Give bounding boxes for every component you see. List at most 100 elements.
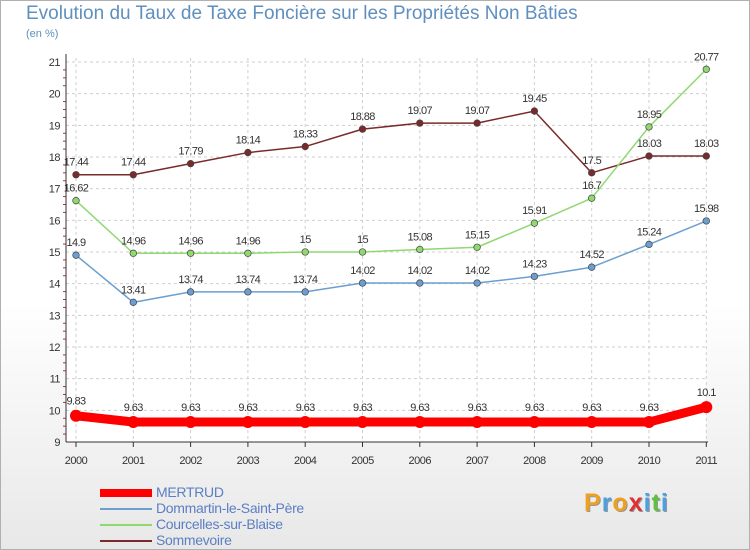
legend-swatch [100, 508, 152, 510]
x-tick-label: 2011 [695, 455, 717, 467]
data-point [241, 416, 254, 429]
data-point [645, 240, 653, 249]
data-label: 17.44 [64, 157, 89, 169]
data-point [473, 243, 481, 251]
data-label: 17.5 [582, 155, 601, 167]
data-point [356, 416, 369, 429]
data-point [588, 263, 596, 271]
legend-swatch [100, 524, 152, 526]
data-point [72, 197, 80, 205]
data-point [530, 107, 539, 115]
data-label: 19.07 [465, 105, 490, 117]
series-line-3 [75, 110, 708, 176]
data-point [643, 416, 655, 429]
data-label: 18.03 [637, 138, 662, 150]
data-label: 9.63 [124, 402, 143, 414]
data-point [473, 119, 481, 127]
y-tick-label: 19 [49, 120, 61, 132]
data-label: 14.02 [408, 265, 433, 277]
data-label: 15.91 [522, 205, 547, 217]
data-label: 18.88 [350, 111, 375, 123]
legend-label: MERTRUD [156, 484, 224, 500]
data-point [471, 416, 484, 429]
x-tick-label: 2005 [351, 455, 374, 467]
data-label: 9.63 [639, 402, 658, 414]
data-label: 14.96 [178, 235, 203, 247]
data-point [72, 251, 80, 259]
data-label: 13.74 [236, 274, 261, 286]
data-label: 17.79 [178, 146, 203, 158]
series-line-1 [75, 220, 708, 304]
logo-letter: r [601, 489, 613, 517]
logo-letter: x [628, 489, 644, 517]
legend-label: Courcelles-sur-Blaise [156, 516, 283, 532]
plot-area [66, 58, 706, 442]
legend-label: Dommartin-le-Saint-Père [156, 500, 304, 516]
series-line-0 [71, 402, 711, 427]
logo-letter: i [660, 489, 669, 517]
data-label: 18.14 [236, 135, 261, 147]
data-point [473, 279, 481, 287]
data-point [585, 416, 598, 429]
data-label: 17.44 [121, 157, 146, 169]
data-point [184, 416, 197, 429]
data-point [186, 288, 195, 296]
logo-letter: o [612, 489, 629, 517]
data-label: 9.63 [238, 402, 257, 414]
x-tick-label: 2000 [65, 455, 88, 467]
data-label: 9.63 [468, 402, 487, 414]
x-tick-label: 2001 [122, 455, 145, 467]
data-label: 19.45 [522, 93, 547, 105]
x-tick-label: 2003 [237, 455, 260, 467]
data-label: 14.23 [522, 258, 547, 270]
x-tick-label: 2002 [179, 455, 202, 467]
unit-label: (en %) [26, 28, 59, 40]
y-tick-label: 12 [49, 342, 61, 354]
data-label: 15.24 [637, 226, 662, 238]
data-point [301, 142, 309, 151]
x-tick-label: 2008 [523, 455, 546, 467]
data-label: 14.96 [121, 235, 146, 247]
data-label: 9.63 [410, 402, 429, 414]
data-label: 15 [357, 234, 369, 246]
data-point [70, 409, 82, 422]
data-point [72, 171, 80, 179]
x-tick-label: 2006 [409, 455, 432, 467]
data-point [186, 249, 195, 257]
y-tick-label: 16 [49, 215, 61, 227]
data-point [413, 416, 426, 429]
legend-swatch [100, 540, 152, 542]
data-point [702, 217, 710, 225]
y-tick-label: 9 [54, 437, 60, 449]
data-label: 9.63 [525, 402, 544, 414]
data-point [700, 401, 713, 414]
proxiti-logo: Proxiti [584, 489, 669, 518]
data-label: 18.03 [694, 138, 719, 150]
data-point [129, 298, 137, 307]
series-line-2 [75, 68, 708, 255]
data-label: 9.63 [582, 402, 601, 414]
data-label: 16.62 [64, 183, 89, 195]
data-point [588, 169, 596, 177]
data-label: 14.96 [236, 235, 261, 247]
data-label: 20.77 [694, 51, 719, 63]
data-label: 13.41 [121, 284, 146, 296]
x-tick-label: 2004 [294, 455, 317, 467]
data-point [530, 219, 539, 227]
data-label: 15.15 [465, 229, 490, 241]
logo-letter: i [643, 489, 652, 517]
data-point [416, 279, 424, 287]
x-tick-label: 2010 [638, 455, 661, 467]
data-point [528, 416, 541, 429]
x-tick-label: 2007 [466, 455, 489, 467]
data-point [299, 416, 312, 429]
data-label: 10.1 [697, 387, 716, 399]
line-chart: 9 10 11 12 13 14 15 16 17 18 19 20 21 2000 2001 2002 200… [49, 51, 720, 467]
data-point [244, 249, 252, 257]
data-point [129, 249, 137, 257]
data-point [129, 171, 137, 179]
data-point [702, 152, 710, 160]
y-tick-label: 15 [49, 247, 61, 259]
data-label: 18.95 [637, 109, 662, 121]
chart-title: Evolution du Taux de Taxe Foncière sur l… [26, 3, 578, 24]
